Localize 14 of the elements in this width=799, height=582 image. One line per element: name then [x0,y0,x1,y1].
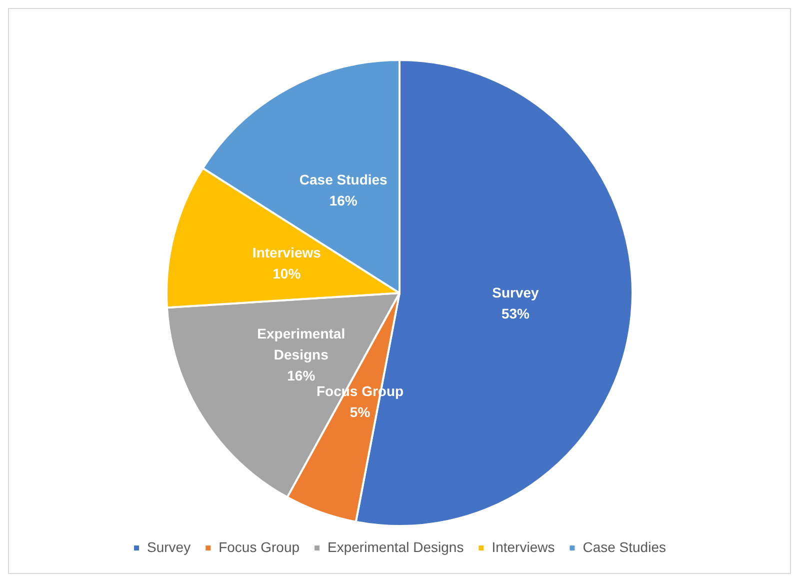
data-label: 53% [501,305,530,322]
data-label: 10% [272,265,302,282]
legend-label: Interviews [492,538,555,555]
slice-label: Interviews [252,244,322,260]
data-label: 16% [287,367,316,384]
slice-label: Survey [492,284,540,300]
legend-label: Case Studies [582,538,666,555]
slice-label: Case Studies [299,171,388,188]
data-label: 16% [329,192,358,208]
slice-label: Experimental Designs [257,325,346,362]
legend-label: Survey [147,538,191,555]
data-label: 5% [350,404,371,420]
legend-label: Experimental Designs [328,538,464,555]
legend-label: Focus Group [218,538,300,555]
